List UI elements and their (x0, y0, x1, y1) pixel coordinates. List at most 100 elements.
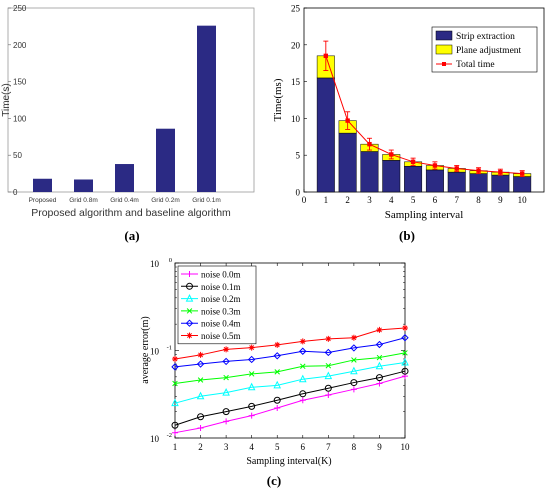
panel-b-ytick-label: 20 (291, 40, 301, 50)
panel-c-marker-circle (350, 379, 358, 387)
panel-b-bar-strip (382, 160, 401, 193)
panel-b-xlabel: Sampling interval (385, 209, 464, 221)
panel-a-xtick-label: Proposed (29, 197, 57, 204)
panel-c-series-line (174, 361, 406, 404)
panel-c-marker-x (325, 362, 332, 369)
panel-c-marker-triangle (401, 357, 409, 366)
panel-c-marker-plus (350, 386, 357, 393)
panel-c-ytick-label: 10 (150, 347, 160, 357)
panel-c-marker-diamond (350, 344, 358, 352)
panel-c-series-line (174, 375, 406, 434)
panel-c-marker-asterisk (172, 355, 178, 362)
panel-c-marker-diamond (222, 357, 230, 366)
panel-c-xtick-label: 5 (275, 442, 280, 452)
panel-c-marker-plus (274, 405, 281, 412)
panel-c-ylabel: average error(m) (140, 316, 151, 383)
panel-c-xtick-label: 9 (377, 442, 382, 452)
panel-c-marker-diamond (273, 352, 281, 360)
panel-c-marker-x (248, 371, 255, 377)
panel-c-marker-asterisk (299, 338, 306, 345)
panel-b-ytick-label: 0 (296, 188, 301, 198)
panel-c-legend-box (177, 265, 257, 345)
panel-c-marker-circle (273, 396, 281, 404)
panel-c-marker-plus (299, 397, 306, 404)
panel-c-marker-triangle (185, 293, 194, 302)
panel-c-marker-asterisk (248, 344, 255, 351)
panel-a-ytick-label: 100 (13, 114, 27, 123)
panel-c-xtick-label: 4 (249, 442, 254, 452)
panel-c-marker-asterisk (274, 341, 281, 348)
panel-b-legend-marker-total (442, 62, 446, 66)
panel-c-marker-x (402, 350, 408, 356)
panel-a-xtick-label: Grid 0.8m (69, 197, 98, 204)
panel-b-bar-strip (425, 169, 444, 193)
panel-c-xtick-label: 2 (198, 442, 203, 452)
panel-a-xtick-label: Grid 0.4m (110, 197, 139, 204)
panel-c-marker-circle (401, 367, 409, 375)
panel-c-series-line (174, 327, 406, 360)
panel-b-legend-label-plane: Plane adjustment (456, 46, 522, 56)
panel-b-legend: Strip extraction Plane adjustment Total ti… (431, 26, 538, 73)
panel-b-ytick-label: 5 (296, 151, 301, 161)
panel-b-caption: (b) (399, 228, 415, 243)
panel-c-ytick-label: 10 (150, 259, 160, 269)
panel-a-ylabel: Time(s) (1, 83, 12, 117)
panel-c-marker-triangle (171, 398, 179, 407)
panel-a-bar (197, 25, 216, 192)
panel-c-ytick-label: 10 (150, 434, 160, 444)
panel-b-legend-swatch-plane (435, 44, 453, 55)
panel-c-marker-plus (186, 271, 193, 277)
panel-b-xtick-label: 10 (518, 195, 528, 205)
panel-c-marker-plus (223, 418, 230, 425)
panel-c-marker-plus (172, 429, 178, 436)
panel-c-marker-plus (197, 425, 204, 432)
panel-a-caption: (a) (124, 228, 139, 243)
panel-b-xtick-label: 8 (476, 195, 481, 205)
panel-b-bar-strip (316, 77, 335, 193)
panel-c-ytick-exponent: -2 (167, 432, 172, 439)
panel-c-xtick-label: 1 (173, 442, 178, 452)
panel-c-xtick-label: 8 (352, 442, 357, 452)
panel-c-marker-circle (171, 421, 179, 429)
panel-c-marker-asterisk (223, 346, 230, 353)
panel-c-marker-circle (299, 390, 307, 398)
panel-c-marker-x (274, 369, 280, 375)
panel-b-legend-label-strip: Strip extraction (456, 32, 515, 42)
panel-a-ytick-label: 200 (13, 41, 27, 50)
panel-a-xlabel: Proposed algorithm and baseline algorith… (31, 207, 231, 219)
panel-a-xtick-label: Grid 0.1m (192, 197, 221, 204)
panel-b-xtick-label: 1 (324, 195, 329, 205)
panel-c-marker-diamond (324, 348, 333, 357)
panel-b-xtick-label: 3 (367, 195, 372, 205)
panel-c-marker-diamond (299, 347, 307, 355)
panel-c-caption: (c) (267, 473, 281, 488)
panel-b-xtick-label: 5 (411, 195, 416, 205)
panel-c-marker-x (186, 308, 193, 314)
panel-c-ytick-exponent: -1 (167, 345, 172, 352)
panel-c-legend-label: noise 0.5m (201, 331, 241, 341)
panel-a-ytick-label: 0 (13, 188, 18, 197)
panel-c-marker-circle (324, 384, 332, 392)
panel-c-marker-diamond (171, 363, 179, 371)
panel-a-bar (33, 178, 52, 192)
panel-b-xtick-label: 6 (433, 195, 438, 205)
panel-c-marker-triangle (222, 388, 230, 396)
panel-b-ylabel: Time(ms) (272, 78, 284, 121)
panel-b-total-marker (323, 53, 329, 59)
panel-b-xtick-label: 4 (389, 195, 394, 205)
panel-c-marker-x (376, 354, 383, 361)
panel-c-marker-asterisk (325, 335, 332, 342)
panel-b-total-marker (410, 159, 416, 165)
panel-a-bar (115, 164, 134, 192)
panel-b-bar-strip (447, 171, 466, 193)
panel-c-legend-label: noise 0.3m (201, 306, 241, 316)
panel-b-total-marker (519, 171, 525, 176)
panel-c-legend-label: noise 0.1m (201, 282, 241, 292)
panel-b-ytick-label: 15 (291, 77, 301, 87)
panel-a-xtick-label: Grid 0.2m (151, 197, 180, 204)
panel-c-marker-asterisk (402, 324, 408, 331)
panel-c-xtick-label: 6 (301, 442, 306, 452)
panel-c-series-line (174, 337, 406, 368)
panel-c-marker-diamond (401, 334, 409, 342)
